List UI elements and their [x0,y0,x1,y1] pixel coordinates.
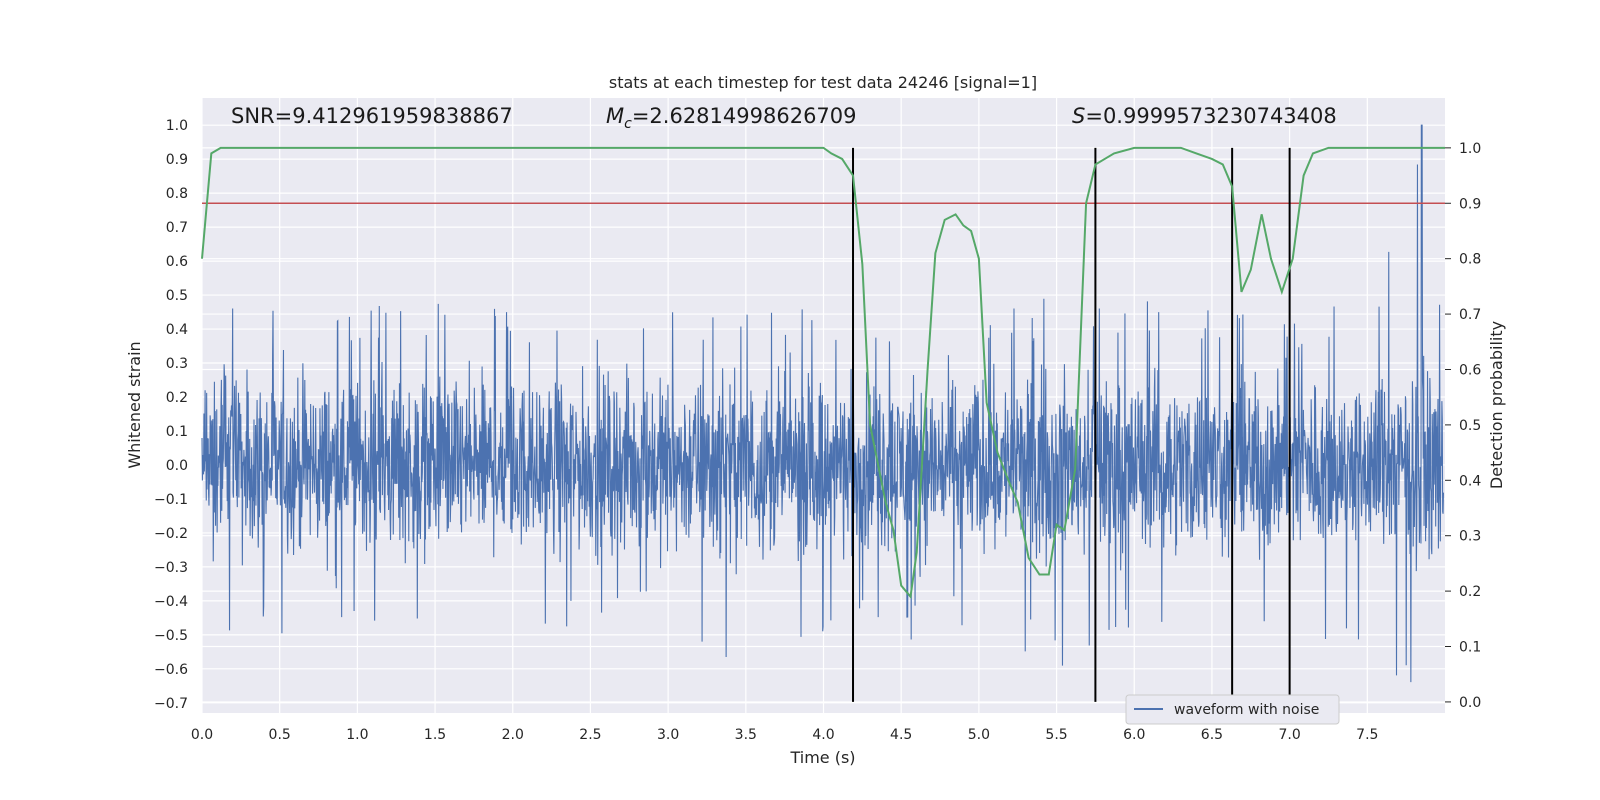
significance-symbol: S [1072,104,1085,128]
y-tick-label: −0.7 [154,696,188,712]
significance-annotation: S=0.9999573230743408 [1072,104,1337,128]
x-axis-label: Time (s) [789,748,855,767]
y-tick-label: 1.0 [166,118,188,134]
y2-tick-label: 0.1 [1459,640,1481,656]
legend: waveform with noise [1125,694,1340,725]
significance-value: =0.9999573230743408 [1085,104,1336,128]
y2-tick-label: 1.0 [1459,141,1481,157]
y-tick-label: 0.1 [166,424,188,440]
x-tick-label: 5.5 [1045,727,1067,743]
x-tick-label: 5.0 [968,727,990,743]
chirp-mass-symbol: M [606,104,624,128]
y2-tick-label: 0.9 [1459,196,1481,212]
y-tick-label: 0.7 [166,220,188,236]
y-tick-label: 0.9 [166,152,188,168]
chirp-mass-annotation: Mc=2.62814998626709 [606,104,857,132]
x-tick-label: 2.5 [579,727,601,743]
y-axis-label: Whitened strain [125,341,144,468]
x-tick-label: 2.0 [502,727,524,743]
x-tick-label: 7.5 [1356,727,1378,743]
y-tick-label: −0.5 [154,628,188,644]
legend-box [1125,694,1340,725]
y-tick-label: 0.3 [166,356,188,372]
y-tick-label: 0.8 [166,186,188,202]
y-tick-label: 0.5 [166,288,188,304]
x-tick-label: 0.0 [191,727,213,743]
y-tick-label: −0.4 [154,594,188,610]
chirp-mass-subscript: c [624,116,632,132]
y-tick-label: −0.2 [154,526,188,542]
chart-title: stats at each timestep for test data 242… [609,73,1037,92]
waveform-series [201,124,1444,683]
y2-axis-label: Detection probability [1487,321,1506,489]
y-tick-label: −0.1 [154,492,188,508]
x-tick-label: 3.0 [657,727,679,743]
x-tick-label: 4.0 [812,727,834,743]
chirp-mass-value: =2.62814998626709 [632,104,857,128]
y-tick-label: −0.6 [154,662,188,678]
y-tick-labels: 1.0 0.9 0.8 0.7 0.6 0.5 0.4 0.3 0.2 0.1 0.0 −0.1 −0.… [154,118,188,712]
y-tick-label: −0.3 [154,560,188,576]
x-tick-label: 3.5 [735,727,757,743]
x-tick-label: 1.0 [346,727,368,743]
y-tick-label: 0.2 [166,390,188,406]
x-tick-labels: 0.0 0.5 1.0 1.5 2.0 2.5 3.0 3.5 4.0 4.5 5.0 5.5 6.0 6… [191,727,1379,743]
x-tick-label: 6.5 [1201,727,1223,743]
y2-tick-label: 0.0 [1459,695,1481,711]
snr-annotation: SNR=9.412961959838867 [231,104,513,128]
waveform-line [201,124,1444,683]
x-tick-label: 4.5 [890,727,912,743]
y2-tick-label: 0.3 [1459,529,1481,545]
y2-tick-labels: 1.0 0.9 0.8 0.7 0.6 0.5 0.4 0.3 0.2 0.1 0.0 [1445,141,1481,711]
overlay-lines [202,147,1445,702]
legend-label: waveform with noise [1174,702,1319,718]
y-tick-label: 0.4 [166,322,188,338]
y2-tick-label: 0.4 [1459,473,1481,489]
y2-tick-label: 0.6 [1459,362,1481,378]
x-tick-label: 7.0 [1278,727,1300,743]
probability-line [201,146,1445,600]
probability-series [201,146,1445,600]
y-tick-label: 0.0 [166,458,188,474]
x-tick-label: 6.0 [1123,727,1145,743]
y2-tick-label: 0.5 [1459,418,1481,434]
y2-tick-label: 0.8 [1459,252,1481,268]
y2-tick-label: 0.7 [1459,307,1481,323]
x-tick-label: 0.5 [269,727,291,743]
y2-tick-label: 0.2 [1459,584,1481,600]
y-tick-label: 0.6 [166,254,188,270]
x-tick-label: 1.5 [424,727,446,743]
